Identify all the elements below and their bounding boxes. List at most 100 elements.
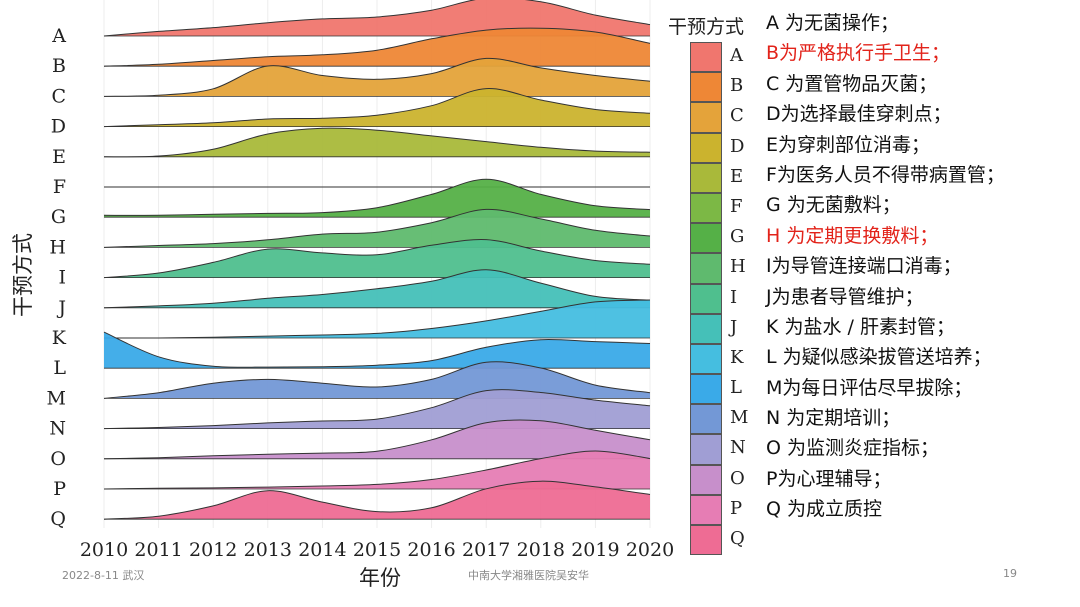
legend-label: I — [730, 286, 738, 308]
x-tick-label: 2020 — [626, 539, 674, 561]
ridge-area-q — [104, 481, 650, 520]
legend-label: O — [730, 467, 745, 489]
y-tick-label-n: N — [49, 418, 66, 440]
legend-swatch — [690, 525, 722, 556]
note-item: B为严格执行手卫生； — [766, 42, 951, 65]
note-item: G 为无菌敷料； — [766, 194, 901, 217]
ridge-line-d — [103, 88, 651, 128]
legend-swatch — [690, 313, 722, 344]
ridge-line-q — [103, 480, 651, 520]
legend-label: L — [730, 377, 742, 399]
x-tick-label: 2017 — [462, 539, 510, 561]
legend-label: E — [730, 165, 744, 187]
legend-swatch — [690, 464, 722, 495]
note-item: F为医务人员不得带病置管； — [766, 163, 1005, 186]
note-item: I为导管连接端口消毒； — [766, 255, 962, 278]
y-tick-label-o: O — [50, 448, 66, 470]
legend-swatch — [690, 42, 722, 73]
legend-label: Q — [730, 528, 745, 549]
footer-date-place: 2022-8-11 武汉 — [62, 569, 145, 582]
legend-label: M — [730, 407, 749, 429]
x-tick-label: 2018 — [517, 539, 565, 561]
y-tick-label-d: D — [51, 116, 66, 138]
legend-swatch — [690, 192, 722, 224]
ridge-area-m — [104, 361, 650, 399]
ridge-line-h — [103, 208, 651, 248]
ridge-line-j — [103, 269, 651, 309]
note-item: H 为定期更换敷料； — [766, 224, 939, 247]
x-tick-label: 2019 — [571, 539, 619, 561]
x-tick-label: 2012 — [189, 539, 237, 561]
ridge-area-j — [104, 269, 650, 308]
note-item: A 为无菌操作； — [766, 12, 900, 34]
y-tick-label-a: A — [51, 25, 66, 47]
legend-swatch — [690, 162, 722, 193]
legend-swatch — [690, 434, 722, 465]
y-tick-label-q: Q — [50, 508, 66, 530]
x-tick-label: 2010 — [80, 539, 128, 561]
footer-page-number: 19 — [1003, 567, 1017, 580]
note-item: C 为置管物品灭菌； — [766, 72, 938, 95]
y-tick-label-c: C — [51, 85, 66, 107]
legend-label: G — [730, 226, 745, 248]
legend-label: B — [730, 75, 744, 97]
x-tick-label: 2016 — [407, 539, 455, 561]
ridge-area-d — [104, 88, 650, 127]
ridge-line-a — [103, 0, 651, 37]
ridge-area-k — [104, 300, 650, 339]
ridge-area-e — [104, 128, 650, 157]
note-item: K 为盐水 / 肝素封管； — [766, 315, 955, 338]
y-tick-label-f: F — [53, 176, 66, 198]
legend-swatch — [690, 72, 722, 103]
y-tick-label-j: J — [56, 297, 66, 319]
legend-swatch — [690, 283, 722, 314]
legend-label: D — [730, 135, 745, 157]
ridge-line-k — [103, 299, 651, 339]
legend-label: P — [730, 497, 743, 519]
ridge-line-e — [103, 127, 651, 158]
y-tick-label-l: L — [53, 357, 66, 379]
ridge-area-l — [104, 332, 650, 369]
note-item: J为患者导管维护； — [766, 285, 924, 308]
ridge-line-c — [103, 57, 651, 97]
legend-label: J — [730, 316, 738, 338]
legend-swatch — [690, 253, 722, 284]
x-tick-label: 2013 — [244, 539, 292, 561]
x-tick-label: 2015 — [353, 539, 401, 561]
ridge-line-m — [103, 361, 651, 399]
legend-swatch — [690, 132, 722, 163]
legend-label: F — [730, 195, 743, 217]
note-item: L 为疑似感染拔管送培养； — [766, 346, 992, 369]
y-tick-label-h: H — [49, 236, 66, 258]
x-axis-label: 年份 — [359, 566, 401, 590]
ridge-line-i — [103, 238, 651, 279]
note-item: M为每日评估尽早拔除； — [766, 376, 973, 399]
legend-label: H — [730, 256, 746, 278]
legend-swatch — [690, 343, 722, 375]
ridge-line-n — [103, 389, 651, 430]
ridge-area-b — [104, 28, 650, 67]
intervention-notes: A 为无菌操作； B为严格执行手卫生； C 为置管物品灭菌； D为选择最佳穿刺点； E为… — [766, 8, 1005, 525]
ridge-area-n — [104, 389, 650, 429]
note-item: P为心理辅导； — [766, 467, 892, 490]
note-item: E为穿刺部位消毒； — [766, 133, 931, 156]
legend-label: N — [730, 437, 746, 459]
legend-label: A — [730, 45, 743, 66]
legend-label: C — [730, 105, 744, 127]
legend-swatch — [690, 494, 722, 525]
ridge-area-c — [104, 58, 650, 97]
ridge-area-o — [104, 419, 650, 459]
y-tick-label-g: G — [51, 206, 66, 228]
note-item: O 为监测炎症指标； — [766, 437, 939, 460]
ridge-area-g — [104, 179, 650, 218]
footer-organization: 中南大学湘雅医院吴安华 — [468, 569, 589, 582]
ridge-line-g — [103, 178, 651, 216]
note-item: Q 为成立质控 — [766, 498, 882, 521]
legend-title: 干预方式 — [668, 16, 745, 38]
legend-swatch — [690, 404, 722, 435]
y-tick-label-m: M — [47, 387, 66, 409]
legend-swatch — [690, 223, 722, 254]
ridge-line-o — [103, 419, 651, 460]
legend-swatch — [690, 374, 722, 405]
